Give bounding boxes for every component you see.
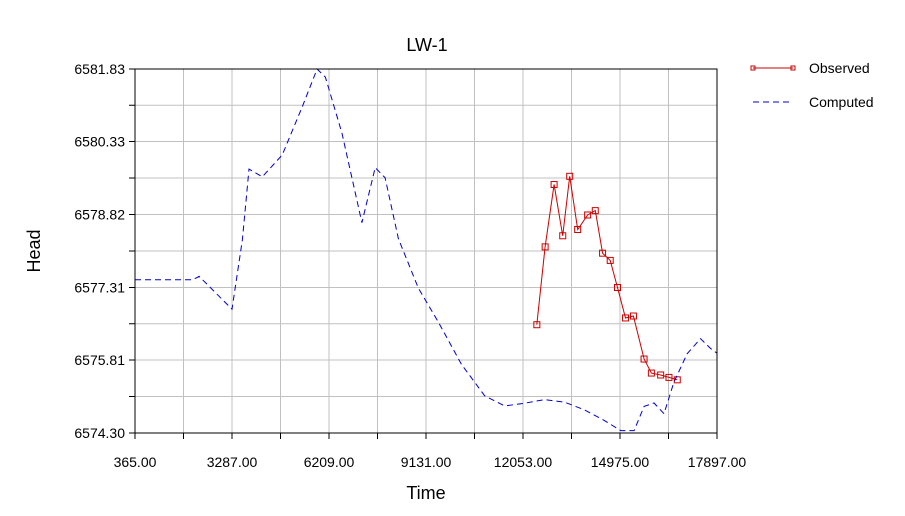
axes: 365.00 3287.00 6209.00 9131.00 12053.00 14975… xyxy=(74,61,746,470)
grid xyxy=(135,69,717,433)
data-point-observed xyxy=(584,211,592,219)
y-tick-label: 6575.81 xyxy=(74,352,125,368)
data-point-observed xyxy=(673,376,681,384)
data-point-observed xyxy=(665,373,673,381)
data-point-observed xyxy=(599,249,607,257)
data-point-observed xyxy=(657,371,665,379)
x-tick-label: 17897.00 xyxy=(688,454,747,470)
y-tick-label: 6577.31 xyxy=(74,279,125,295)
data-point-observed xyxy=(550,181,558,189)
data-point-observed xyxy=(541,243,549,251)
data-point-observed xyxy=(621,314,629,322)
x-tick-label: 6209.00 xyxy=(304,454,355,470)
data-point-observed xyxy=(606,256,614,264)
y-tick-label: 6578.82 xyxy=(74,207,125,223)
legend-label: Observed xyxy=(809,60,870,76)
data-point-observed xyxy=(614,283,622,291)
series-line-observed xyxy=(536,176,678,381)
x-tick-label: 9131.00 xyxy=(401,454,452,470)
x-tick-label: 12053.00 xyxy=(494,454,553,470)
legend-marker xyxy=(790,65,796,71)
y-tick-label: 6580.33 xyxy=(74,134,125,150)
data-point-observed xyxy=(629,312,637,320)
legend-item-observed: Observed xyxy=(750,60,870,76)
y-tick-label: 6574.30 xyxy=(74,425,125,441)
data-point-observed xyxy=(647,369,655,377)
chart-title: LW-1 xyxy=(406,35,447,55)
data-point-observed xyxy=(559,232,567,240)
y-axis-title: Head xyxy=(24,229,44,272)
x-tick-label: 14975.00 xyxy=(591,454,650,470)
legend-label: Computed xyxy=(809,94,874,110)
series-line-computed xyxy=(135,68,718,432)
legend-marker xyxy=(750,65,756,71)
legend-item-computed: Computed xyxy=(753,94,874,110)
series-layer xyxy=(135,68,718,432)
data-point-observed xyxy=(566,172,574,180)
data-point-observed xyxy=(640,355,648,363)
x-tick-label: 365.00 xyxy=(114,454,157,470)
data-point-observed xyxy=(574,225,582,233)
legend: Observed Computed xyxy=(750,60,874,110)
x-axis-title: Time xyxy=(406,483,445,503)
data-point-observed xyxy=(591,207,599,215)
x-tick-label: 3287.00 xyxy=(207,454,258,470)
data-point-observed xyxy=(533,321,541,329)
y-tick-label: 6581.83 xyxy=(74,61,125,77)
